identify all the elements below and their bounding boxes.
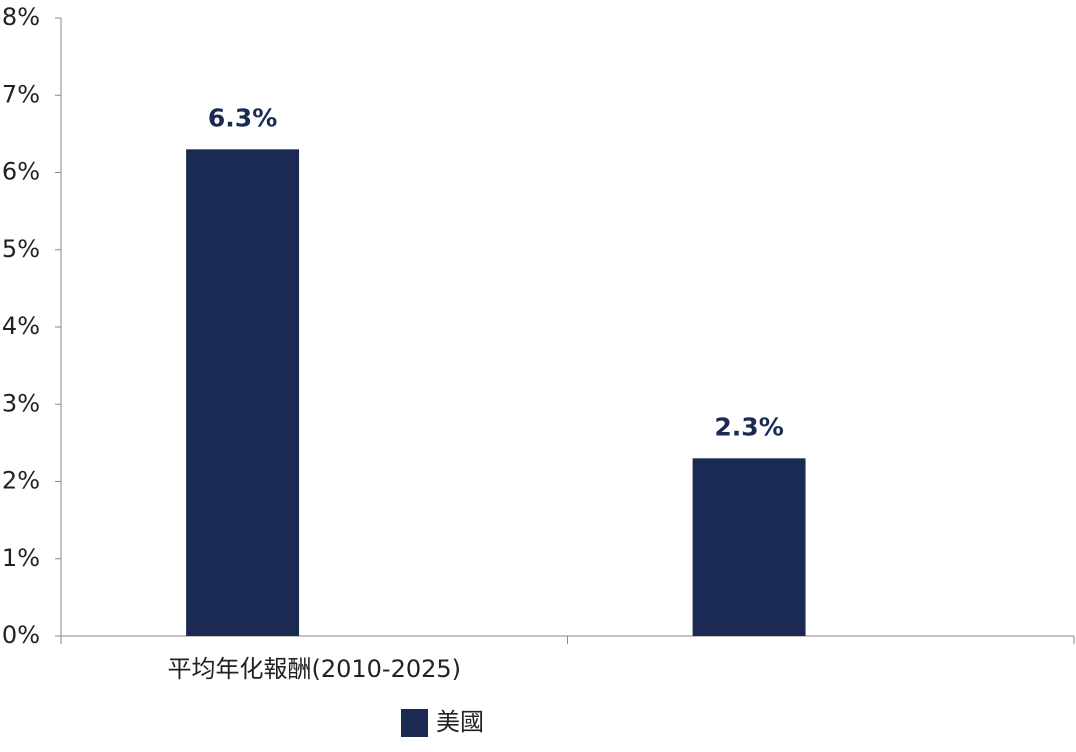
y-tick-label: 0% [2, 621, 40, 649]
value-label: 2.3% [714, 412, 783, 441]
legend-swatch [401, 709, 428, 737]
value-label: 6.3% [208, 103, 277, 132]
bar [186, 149, 300, 636]
y-tick-label: 4% [2, 312, 40, 340]
legend-label: 美國 [436, 708, 484, 736]
y-tick-label: 8% [2, 3, 40, 31]
bar [692, 458, 806, 636]
y-tick-label: 2% [2, 467, 40, 495]
y-tick-label: 1% [2, 544, 40, 572]
y-tick-label: 5% [2, 235, 40, 263]
y-tick-label: 7% [2, 80, 40, 108]
y-tick-label: 6% [2, 158, 40, 186]
y-tick-label: 3% [2, 389, 40, 417]
x-tick-label: 平均年化報酬(2010-2025) [167, 655, 461, 683]
